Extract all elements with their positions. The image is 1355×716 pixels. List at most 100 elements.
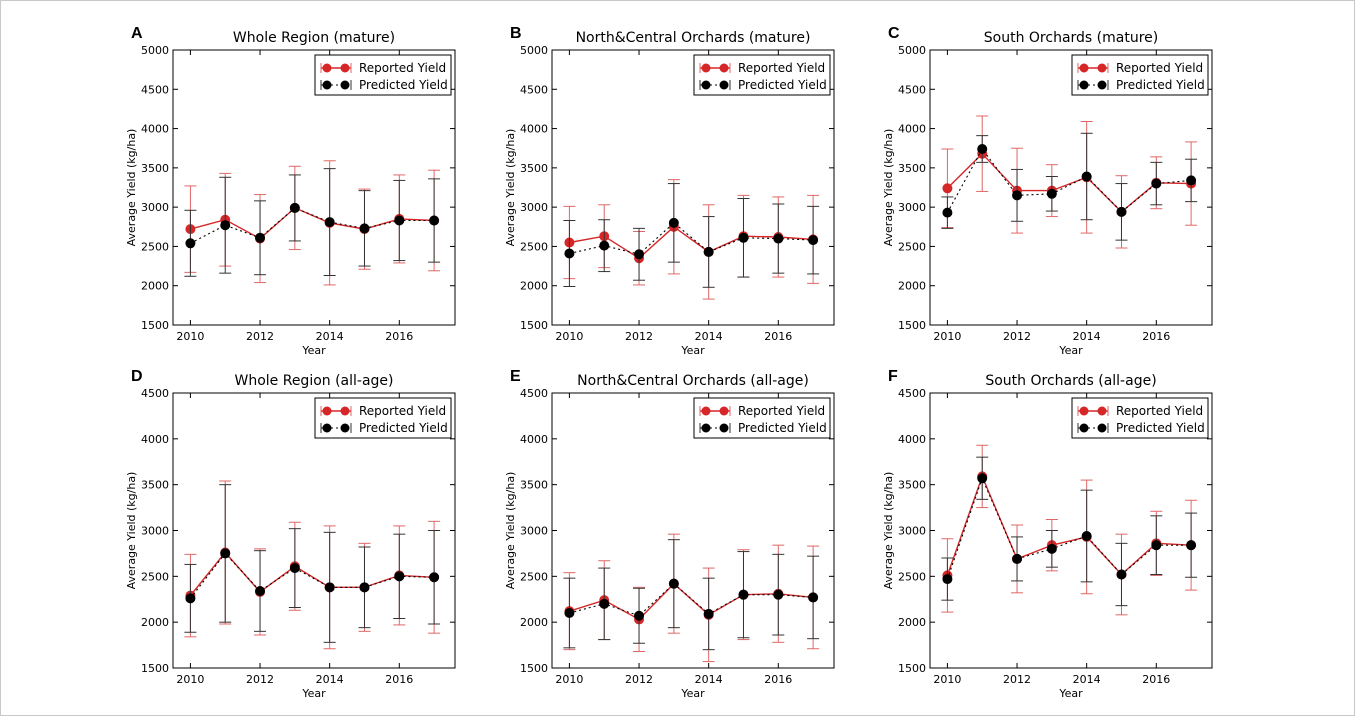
legend-reported-marker: [701, 63, 711, 73]
predicted-point: [1116, 569, 1127, 580]
x-tick-label: 2014: [316, 330, 344, 343]
legend-reported-marker: [340, 406, 350, 416]
y-tick-label: 1500: [898, 662, 926, 675]
legend: Reported Yield Predicted Yield: [693, 54, 831, 96]
predicted-point: [289, 202, 300, 213]
y-tick-label: 2000: [141, 280, 169, 293]
y-tick-label: 2500: [898, 570, 926, 583]
y-tick-label: 1500: [520, 319, 548, 332]
predicted-point: [1012, 190, 1023, 201]
predicted-point: [220, 548, 231, 559]
predicted-point: [220, 220, 231, 231]
legend: Reported Yield Predicted Yield: [1071, 397, 1209, 439]
predicted-point: [599, 598, 610, 609]
predicted-point: [1186, 175, 1197, 186]
legend-reported-label: Reported Yield: [359, 61, 446, 75]
predicted-point: [255, 232, 266, 243]
predicted-point: [634, 610, 645, 621]
legend-predicted-marker: [340, 423, 350, 433]
y-tick-label: 2000: [520, 616, 548, 629]
y-tick-label: 5000: [898, 44, 926, 57]
reported-point: [942, 183, 953, 194]
chart-title: North&Central Orchards (mature): [576, 30, 811, 46]
y-tick-label: 4000: [898, 433, 926, 446]
y-tick-label: 3000: [520, 201, 548, 214]
predicted-point: [703, 246, 714, 257]
legend-predicted-label: Predicted Yield: [738, 78, 827, 92]
x-axis-label: Year: [301, 687, 326, 700]
y-tick-label: 2500: [520, 570, 548, 583]
predicted-point: [773, 233, 784, 244]
legend-predicted-label: Predicted Yield: [1116, 78, 1205, 92]
plot-area: [929, 392, 1213, 669]
legend-box: [693, 54, 831, 96]
legend-reported-marker: [322, 406, 332, 416]
y-tick-label: 5000: [141, 44, 169, 57]
x-tick-label: 2016: [764, 330, 792, 343]
predicted-point: [1151, 178, 1162, 189]
y-tick-label: 3000: [898, 201, 926, 214]
legend-predicted-label: Predicted Yield: [359, 78, 448, 92]
legend-reported-marker: [340, 63, 350, 73]
predicted-point: [359, 223, 370, 234]
predicted-point: [1186, 540, 1197, 551]
predicted-point: [324, 582, 335, 593]
series-predicted: [563, 539, 820, 651]
legend-predicted-marker: [701, 423, 711, 433]
predicted-point: [289, 563, 300, 574]
predicted-point: [668, 217, 679, 228]
legend-predicted-marker: [322, 80, 332, 90]
y-tick-label: 5000: [520, 44, 548, 57]
y-tick-label: 2000: [520, 280, 548, 293]
legend-predicted-label: Predicted Yield: [359, 421, 448, 435]
plot-area: [551, 49, 835, 326]
x-tick-label: 2012: [246, 330, 274, 343]
legend: Reported Yield Predicted Yield: [1071, 54, 1209, 96]
predicted-line: [569, 582, 814, 617]
y-tick-label: 4000: [141, 433, 169, 446]
predicted-point: [738, 589, 749, 600]
legend-reported-label: Reported Yield: [1116, 404, 1203, 418]
y-tick-label: 4500: [520, 83, 548, 96]
reported-line: [569, 225, 814, 260]
panel-letter: F: [888, 368, 898, 385]
legend-reported-label: Reported Yield: [1116, 61, 1203, 75]
legend-box: [314, 54, 452, 96]
predicted-point: [703, 608, 714, 619]
legend-reported-marker: [719, 406, 729, 416]
y-tick-label: 2000: [898, 616, 926, 629]
predicted-point: [1116, 206, 1127, 217]
y-axis-label: Average Yield (kg/ha): [504, 129, 517, 247]
y-tick-label: 1500: [141, 319, 169, 332]
predicted-point: [255, 586, 266, 596]
chart-panel-b: B North&Central Orchards (mature) 1500 2000…: [504, 25, 835, 357]
legend-predicted-marker: [322, 423, 332, 433]
y-axis-label: Average Yield (kg/ha): [882, 472, 895, 590]
predicted-point: [185, 238, 196, 249]
chart-panel-e: E North&Central Orchards (all-age) 1500 200…: [504, 368, 835, 700]
x-axis-label: Year: [680, 344, 705, 357]
y-tick-label: 3000: [898, 525, 926, 538]
panel-letter: A: [131, 25, 143, 42]
x-axis-label: Year: [680, 687, 705, 700]
legend-reported-label: Reported Yield: [738, 61, 825, 75]
predicted-point: [773, 589, 784, 600]
legend-box: [693, 397, 831, 439]
legend: Reported Yield Predicted Yield: [314, 54, 452, 96]
x-tick-label: 2016: [764, 673, 792, 686]
panel-letter: E: [510, 368, 521, 385]
y-axis-label: Average Yield (kg/ha): [882, 129, 895, 247]
legend-reported-marker: [701, 406, 711, 416]
x-tick-label: 2014: [1073, 330, 1101, 343]
predicted-point: [977, 144, 988, 154]
x-tick-label: 2016: [385, 330, 413, 343]
x-tick-label: 2014: [1073, 673, 1101, 686]
x-axis-label: Year: [301, 344, 326, 357]
y-tick-label: 4500: [898, 387, 926, 400]
predicted-point: [942, 574, 953, 585]
y-tick-label: 4000: [898, 123, 926, 136]
y-axis-label: Average Yield (kg/ha): [125, 472, 138, 590]
predicted-line: [946, 147, 1192, 213]
series-predicted: [941, 132, 1198, 241]
legend-reported-marker: [1097, 63, 1107, 73]
